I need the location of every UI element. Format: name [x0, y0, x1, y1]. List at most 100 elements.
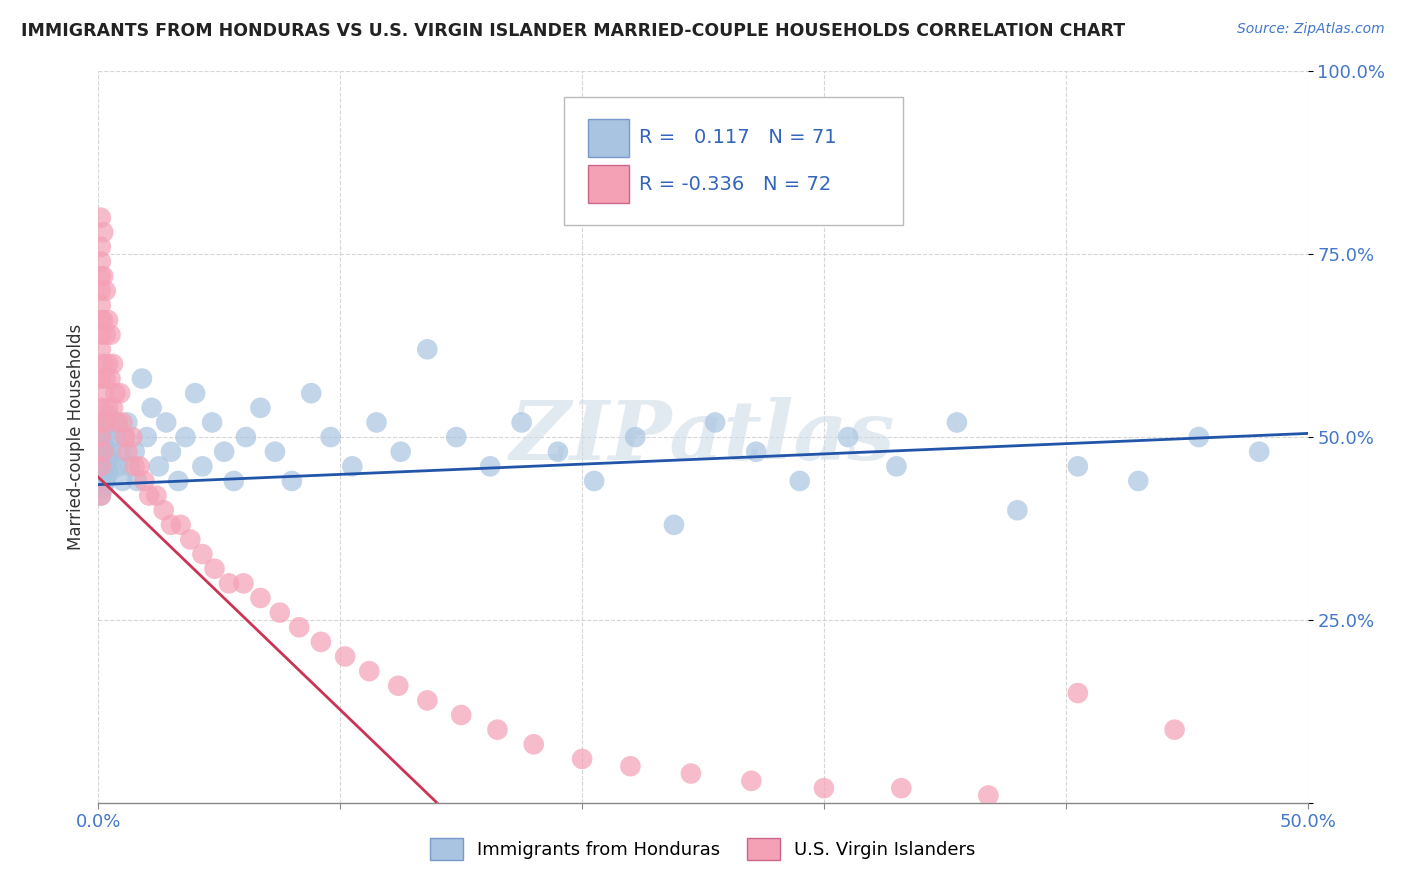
Point [174, 430, 197, 444]
Point [299, 386, 322, 401]
Point [249, 401, 271, 415]
Point [91, 225, 114, 239]
Point [108, 444, 131, 458]
Point [583, 474, 606, 488]
Point [91, 481, 114, 495]
Point [235, 430, 257, 444]
Point [107, 459, 129, 474]
Point [179, 533, 201, 547]
Point [977, 789, 1000, 803]
Point [90, 430, 112, 444]
Point [90, 313, 112, 327]
Point [90, 489, 112, 503]
Point [204, 562, 226, 576]
Point [1067, 459, 1090, 474]
Point [90, 489, 112, 503]
Point [101, 430, 124, 444]
Point [97, 313, 120, 327]
Point [359, 664, 381, 678]
Point [1188, 430, 1211, 444]
Point [97, 408, 120, 422]
Point [155, 416, 177, 430]
Point [212, 444, 235, 458]
Point [97, 467, 120, 481]
Point [94, 430, 117, 444]
Point [90, 254, 112, 268]
Point [97, 452, 120, 467]
Point [91, 444, 114, 458]
Point [128, 459, 150, 474]
Point [1249, 444, 1271, 458]
Point [90, 211, 112, 225]
Point [90, 343, 112, 357]
Point [108, 386, 131, 401]
Point [94, 474, 117, 488]
Point [169, 517, 191, 532]
Text: ZIPatlas: ZIPatlas [510, 397, 896, 477]
Point [101, 357, 124, 371]
Point [97, 401, 120, 415]
FancyBboxPatch shape [588, 119, 630, 157]
Point [90, 240, 112, 254]
Point [90, 474, 112, 488]
Point [387, 679, 409, 693]
Point [523, 737, 546, 751]
Point [90, 327, 112, 342]
Point [416, 343, 439, 357]
Point [222, 474, 245, 488]
Text: R =   0.117   N = 71: R = 0.117 N = 71 [638, 128, 837, 146]
Point [94, 327, 117, 342]
Point [201, 416, 224, 430]
Point [91, 423, 114, 437]
Point [389, 444, 412, 458]
Point [269, 606, 291, 620]
Point [486, 723, 509, 737]
Point [160, 444, 183, 458]
Point [662, 517, 685, 532]
Point [101, 401, 124, 415]
Point [366, 416, 388, 430]
Point [100, 459, 122, 474]
Point [160, 517, 183, 532]
Point [100, 444, 122, 458]
Point [91, 437, 114, 451]
Point [91, 467, 114, 481]
Point [91, 269, 114, 284]
Point [167, 474, 190, 488]
Text: IMMIGRANTS FROM HONDURAS VS U.S. VIRGIN ISLANDER MARRIED-COUPLE HOUSEHOLDS CORRE: IMMIGRANTS FROM HONDURAS VS U.S. VIRGIN … [21, 22, 1125, 40]
Point [450, 708, 472, 723]
Point [111, 416, 134, 430]
Point [837, 430, 859, 444]
Point [90, 284, 112, 298]
FancyBboxPatch shape [588, 165, 630, 203]
Point [114, 430, 136, 444]
Point [704, 416, 727, 430]
Point [91, 452, 114, 467]
Point [134, 474, 156, 488]
Point [479, 459, 502, 474]
Point [90, 459, 112, 474]
Point [90, 430, 112, 444]
Point [232, 576, 254, 591]
Point [145, 489, 167, 503]
Point [789, 474, 811, 488]
Point [886, 459, 908, 474]
Point [148, 459, 170, 474]
Point [114, 430, 136, 444]
Point [94, 459, 117, 474]
Point [218, 576, 240, 591]
Point [104, 386, 127, 401]
Point [91, 313, 114, 327]
Point [281, 474, 304, 488]
Point [184, 386, 207, 401]
Point [1007, 503, 1029, 517]
Point [117, 416, 139, 430]
Point [619, 759, 641, 773]
Point [90, 371, 112, 385]
Text: R = -0.336   N = 72: R = -0.336 N = 72 [638, 175, 831, 194]
Point [1128, 474, 1150, 488]
Point [813, 781, 835, 796]
Point [138, 489, 160, 503]
Y-axis label: Married-couple Households: Married-couple Households [66, 324, 84, 550]
Point [679, 766, 702, 780]
